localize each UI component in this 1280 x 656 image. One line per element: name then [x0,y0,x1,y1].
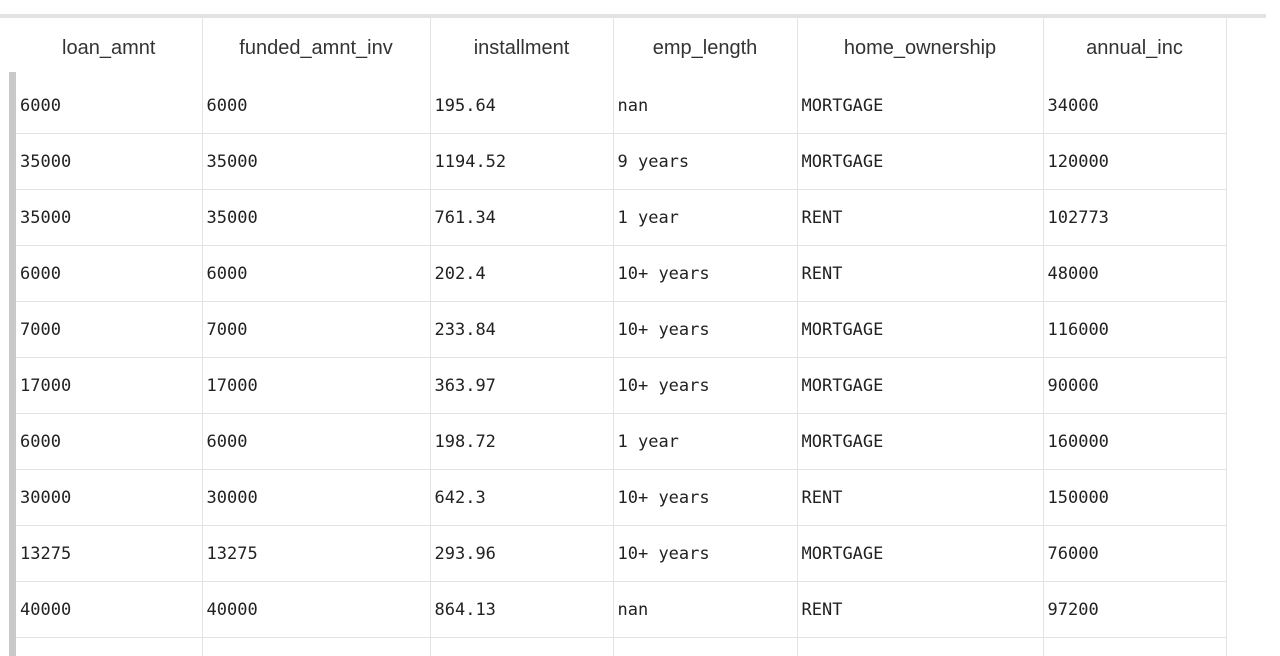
table-row[interactable]: 35000 35000 1194.52 9 years MORTGAGE 120000 [16,133,1227,190]
table-row[interactable]: 13275 13275 293.96 10+ years MORTGAGE 76000 [16,525,1227,582]
table-row[interactable]: 7000 7000 233.84 10+ years MORTGAGE 116000 [16,301,1227,358]
cell-home-ownership[interactable]: MORTGAGE [797,301,1044,358]
cell-home-ownership[interactable]: MORTGAGE [797,78,1044,134]
cell-empty [202,637,431,656]
cell-empty [797,637,1044,656]
cell-empty [613,637,798,656]
cell-funded-amnt-inv[interactable]: 7000 [202,301,431,358]
column-header-annual-inc[interactable]: annual_inc [1043,18,1227,78]
cell-loan-amnt[interactable]: 13275 [16,525,203,582]
table-body: 6000 6000 195.64 nan MORTGAGE 34000 35000 35000… [16,78,1227,656]
cell-loan-amnt[interactable]: 30000 [16,469,203,526]
table-row[interactable]: 40000 40000 864.13 nan RENT 97200 [16,581,1227,638]
cell-emp-length[interactable]: 10+ years [613,469,798,526]
cell-funded-amnt-inv[interactable]: 35000 [202,189,431,246]
cell-funded-amnt-inv[interactable]: 30000 [202,469,431,526]
cell-installment[interactable]: 642.3 [430,469,614,526]
cell-emp-length[interactable]: 10+ years [613,525,798,582]
cell-empty [1043,637,1227,656]
cell-home-ownership[interactable]: RENT [797,189,1044,246]
cell-annual-inc[interactable]: 120000 [1043,133,1227,190]
column-header-emp-length[interactable]: emp_length [613,18,798,78]
cell-annual-inc[interactable]: 48000 [1043,245,1227,302]
column-header-loan-amnt[interactable]: loan_amnt [16,18,203,78]
cell-annual-inc[interactable]: 102773 [1043,189,1227,246]
cell-funded-amnt-inv[interactable]: 6000 [202,245,431,302]
table-row[interactable]: 30000 30000 642.3 10+ years RENT 150000 [16,469,1227,526]
cell-installment[interactable]: 195.64 [430,78,614,134]
cell-loan-amnt[interactable]: 35000 [16,189,203,246]
cell-annual-inc[interactable]: 34000 [1043,78,1227,134]
cell-installment[interactable]: 363.97 [430,357,614,414]
table-top-border [0,14,1266,18]
column-header-installment[interactable]: installment [430,18,614,78]
table-row[interactable]: 6000 6000 195.64 nan MORTGAGE 34000 [16,78,1227,134]
cell-installment[interactable]: 198.72 [430,413,614,470]
cell-installment[interactable]: 233.84 [430,301,614,358]
cell-emp-length[interactable]: 10+ years [613,357,798,414]
cell-funded-amnt-inv[interactable]: 6000 [202,413,431,470]
cell-annual-inc[interactable]: 160000 [1043,413,1227,470]
cell-loan-amnt[interactable]: 35000 [16,133,203,190]
row-scroll-handle[interactable] [9,72,16,656]
cell-home-ownership[interactable]: RENT [797,581,1044,638]
cell-loan-amnt[interactable]: 40000 [16,581,203,638]
cell-home-ownership[interactable]: RENT [797,245,1044,302]
cell-funded-amnt-inv[interactable]: 6000 [202,78,431,134]
cell-emp-length[interactable]: 10+ years [613,301,798,358]
cell-home-ownership[interactable]: MORTGAGE [797,133,1044,190]
cell-emp-length[interactable]: nan [613,581,798,638]
cell-annual-inc[interactable]: 150000 [1043,469,1227,526]
cell-emp-length[interactable]: 1 year [613,189,798,246]
cell-installment[interactable]: 293.96 [430,525,614,582]
cell-empty [16,637,203,656]
cell-home-ownership[interactable]: MORTGAGE [797,525,1044,582]
cell-home-ownership[interactable]: RENT [797,469,1044,526]
cell-emp-length[interactable]: 10+ years [613,245,798,302]
cell-installment[interactable]: 761.34 [430,189,614,246]
cell-emp-length[interactable]: 9 years [613,133,798,190]
header-row: loan_amnt funded_amnt_inv installment em… [16,18,1227,78]
cell-loan-amnt[interactable]: 6000 [16,245,203,302]
table-row[interactable]: 6000 6000 202.4 10+ years RENT 48000 [16,245,1227,302]
cell-funded-amnt-inv[interactable]: 35000 [202,133,431,190]
column-header-home-ownership[interactable]: home_ownership [797,18,1044,78]
table-row-partial [16,637,1227,656]
cell-emp-length[interactable]: 1 year [613,413,798,470]
table-row[interactable]: 17000 17000 363.97 10+ years MORTGAGE 90000 [16,357,1227,414]
cell-loan-amnt[interactable]: 6000 [16,78,203,134]
table-row[interactable]: 35000 35000 761.34 1 year RENT 102773 [16,189,1227,246]
cell-home-ownership[interactable]: MORTGAGE [797,357,1044,414]
data-table: loan_amnt funded_amnt_inv installment em… [16,18,1227,656]
cell-loan-amnt[interactable]: 17000 [16,357,203,414]
cell-installment[interactable]: 1194.52 [430,133,614,190]
cell-funded-amnt-inv[interactable]: 13275 [202,525,431,582]
cell-annual-inc[interactable]: 76000 [1043,525,1227,582]
cell-funded-amnt-inv[interactable]: 17000 [202,357,431,414]
cell-annual-inc[interactable]: 90000 [1043,357,1227,414]
cell-annual-inc[interactable]: 97200 [1043,581,1227,638]
cell-loan-amnt[interactable]: 6000 [16,413,203,470]
cell-home-ownership[interactable]: MORTGAGE [797,413,1044,470]
cell-loan-amnt[interactable]: 7000 [16,301,203,358]
cell-emp-length[interactable]: nan [613,78,798,134]
cell-installment[interactable]: 202.4 [430,245,614,302]
cell-installment[interactable]: 864.13 [430,581,614,638]
cell-annual-inc[interactable]: 116000 [1043,301,1227,358]
cell-empty [430,637,614,656]
table-row[interactable]: 6000 6000 198.72 1 year MORTGAGE 160000 [16,413,1227,470]
cell-funded-amnt-inv[interactable]: 40000 [202,581,431,638]
column-header-funded-amnt-inv[interactable]: funded_amnt_inv [202,18,431,78]
